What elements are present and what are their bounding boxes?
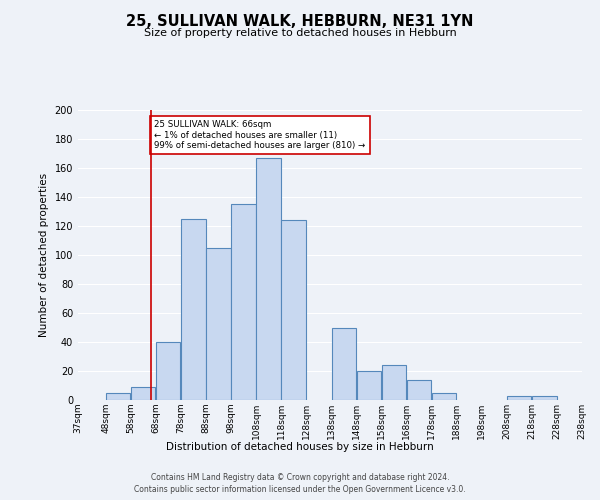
Text: Contains public sector information licensed under the Open Government Licence v3: Contains public sector information licen…: [134, 485, 466, 494]
Bar: [181, 219, 206, 400]
Bar: [206, 248, 230, 400]
Bar: [332, 328, 356, 400]
Bar: [131, 387, 155, 400]
Bar: [256, 158, 281, 400]
Y-axis label: Number of detached properties: Number of detached properties: [39, 173, 49, 337]
Bar: [232, 204, 256, 400]
Bar: [507, 396, 532, 400]
Text: Size of property relative to detached houses in Hebburn: Size of property relative to detached ho…: [143, 28, 457, 38]
Bar: [407, 380, 431, 400]
Bar: [357, 371, 381, 400]
Text: 25, SULLIVAN WALK, HEBBURN, NE31 1YN: 25, SULLIVAN WALK, HEBBURN, NE31 1YN: [127, 14, 473, 29]
Bar: [106, 393, 130, 400]
Bar: [281, 220, 306, 400]
Bar: [532, 396, 557, 400]
Bar: [156, 342, 181, 400]
Text: Distribution of detached houses by size in Hebburn: Distribution of detached houses by size …: [166, 442, 434, 452]
Text: 25 SULLIVAN WALK: 66sqm
← 1% of detached houses are smaller (11)
99% of semi-det: 25 SULLIVAN WALK: 66sqm ← 1% of detached…: [154, 120, 366, 150]
Bar: [432, 393, 456, 400]
Bar: [382, 365, 406, 400]
Text: Contains HM Land Registry data © Crown copyright and database right 2024.: Contains HM Land Registry data © Crown c…: [151, 472, 449, 482]
